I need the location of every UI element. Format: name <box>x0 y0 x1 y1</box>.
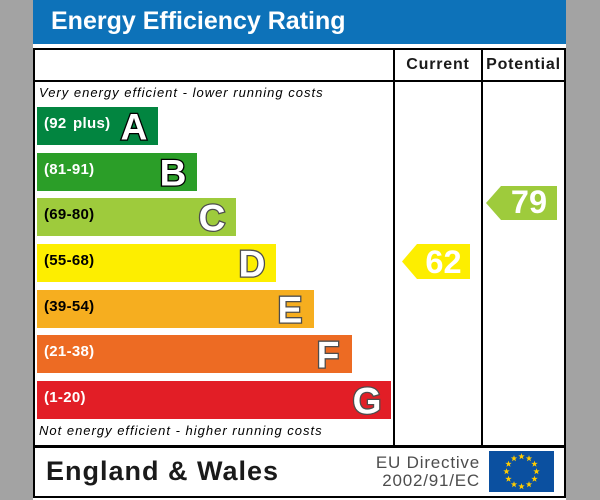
svg-text:C: C <box>199 198 226 236</box>
svg-text:79: 79 <box>511 186 547 220</box>
svg-text:B: B <box>160 153 187 191</box>
svg-text:F: F <box>317 335 340 373</box>
svg-text:E: E <box>278 290 303 328</box>
svg-text:62: 62 <box>425 244 461 279</box>
svg-text:D: D <box>239 244 266 282</box>
svg-text:G: G <box>353 381 382 419</box>
svg-text:A: A <box>121 107 148 145</box>
